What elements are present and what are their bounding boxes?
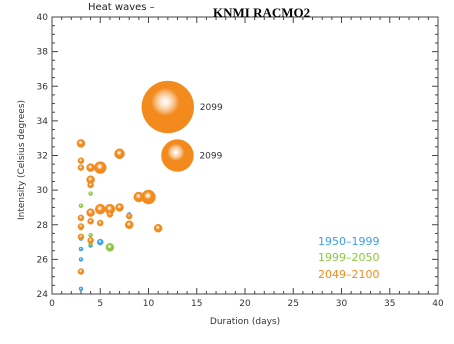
bubble-2049-2100 (86, 163, 95, 172)
bubble-1999-2050 (78, 203, 84, 208)
bubble-2049-2100 (125, 212, 133, 220)
legend: 1950–1999 1999–2050 2049–2100 (318, 235, 380, 281)
x-tick-label: 35 (384, 299, 395, 309)
y-tick-label: 28 (37, 221, 49, 231)
bubble-2049-2100 (95, 203, 106, 215)
x-tick-label: 40 (432, 299, 444, 309)
legend-entry-1950-1999: 1950–1999 (318, 235, 380, 248)
bubble-year-label: 2099 (200, 103, 223, 113)
chart-title-left: Heat waves – (88, 2, 155, 13)
x-tick-label: 10 (143, 299, 155, 309)
bubble-1999-2050 (88, 191, 93, 196)
bubble-1950-1999 (97, 238, 104, 246)
axes: 0 5 10 15 20 25 30 35 40 24 26 28 30 32 34 36 38 40 (37, 13, 444, 309)
y-tick-label: 24 (37, 290, 49, 300)
bubble-2049-2100 (77, 233, 85, 241)
bubble-1950-1999 (78, 246, 84, 252)
bubble-2049-2100 (76, 139, 86, 148)
x-tick-label: 0 (49, 299, 55, 309)
bubble-2049-2100 (94, 161, 107, 174)
x-tick-label: 25 (288, 299, 299, 309)
chart-title-right: KNMI RACMO2 (213, 5, 310, 20)
bubble-2049-2100 (115, 203, 124, 212)
bubble-year-label: 2099 (199, 152, 222, 162)
bubble-1950-1999 (78, 257, 84, 262)
bubble-2049-2100 (141, 80, 195, 134)
x-tick-label: 30 (336, 299, 348, 309)
y-tick-label: 38 (37, 48, 49, 58)
bubble-2049-2100 (77, 214, 85, 222)
bubble-2049-2100 (77, 223, 85, 230)
bubble-2049-2100 (87, 181, 94, 189)
y-tick-label: 30 (37, 186, 49, 196)
y-tick-label: 34 (37, 117, 49, 127)
bubble-1950-1999 (78, 286, 84, 292)
bubble-1999-2050 (88, 232, 93, 238)
y-tick-label: 40 (37, 13, 49, 23)
bubble-1999-2050 (105, 243, 115, 252)
x-tick-label: 5 (97, 299, 103, 309)
y-tick-label: 32 (37, 152, 48, 162)
legend-entry-1999-2050: 1999–2050 (318, 251, 380, 264)
bubble-2049-2100 (87, 218, 94, 225)
x-axis-label: Duration (days) (210, 317, 280, 327)
data-points (76, 80, 195, 292)
bubble-2049-2100 (114, 148, 125, 160)
bubble-2049-2100 (133, 191, 145, 203)
legend-entry-2049-2100: 2049–2100 (318, 268, 380, 281)
bubble-2049-2100 (124, 220, 134, 229)
y-tick-label: 36 (37, 82, 49, 92)
bubble-2049-2100 (86, 208, 95, 217)
bubble-2049-2100 (97, 219, 104, 227)
bubble-2049-2100 (87, 237, 94, 244)
bubble-2049-2100 (106, 211, 114, 218)
point-labels: 2099 2099 (199, 103, 223, 161)
x-tick-label: 15 (191, 299, 202, 309)
bubble-2049-2100 (161, 139, 194, 172)
bubble-2049-2100 (77, 164, 85, 171)
y-axis-label: Intensity (Celsius degrees) (17, 100, 27, 220)
y-tick-label: 26 (37, 255, 49, 265)
bubble-2049-2100 (153, 223, 163, 233)
bubble-2049-2100 (77, 157, 85, 164)
x-tick-label: 20 (239, 299, 251, 309)
bubble-2049-2100 (77, 268, 85, 275)
